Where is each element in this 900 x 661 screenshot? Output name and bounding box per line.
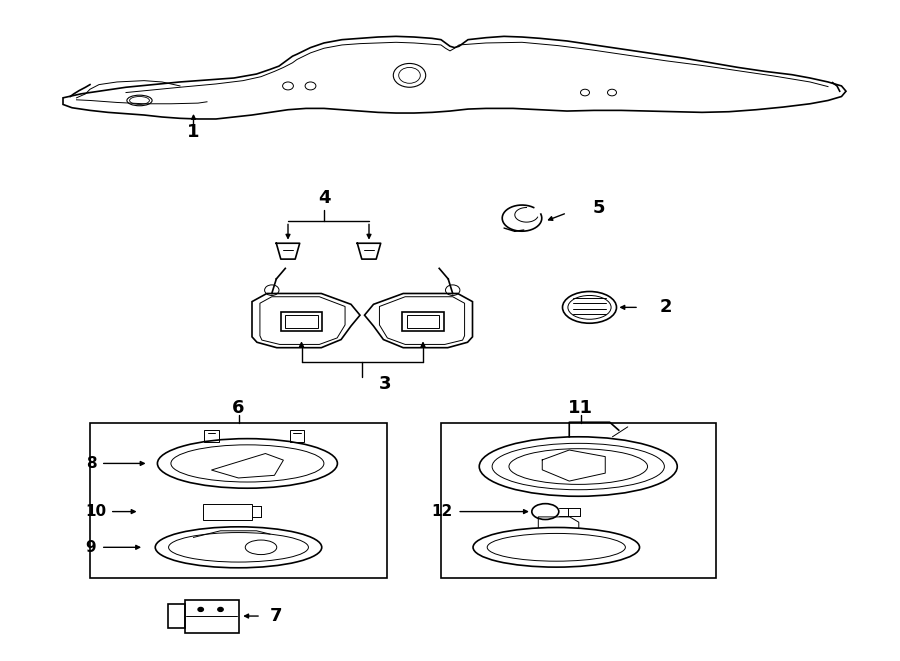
- Text: 11: 11: [568, 399, 593, 418]
- Bar: [202, 504, 252, 520]
- Bar: [402, 312, 444, 331]
- Bar: [204, 430, 219, 442]
- Circle shape: [218, 607, 223, 611]
- Text: 2: 2: [660, 298, 672, 317]
- Text: 9: 9: [86, 540, 96, 555]
- Text: 7: 7: [270, 607, 283, 625]
- Text: 5: 5: [592, 199, 605, 217]
- Bar: [441, 423, 716, 578]
- Text: 1: 1: [187, 123, 200, 141]
- Text: 3: 3: [379, 375, 391, 393]
- Text: 10: 10: [86, 504, 106, 519]
- Bar: [184, 600, 239, 633]
- Bar: [90, 423, 387, 578]
- Text: 6: 6: [232, 399, 245, 418]
- Bar: [290, 430, 304, 442]
- Bar: [281, 312, 322, 331]
- Text: 12: 12: [431, 504, 453, 519]
- Bar: [168, 604, 184, 628]
- Bar: [407, 315, 439, 328]
- Text: 8: 8: [86, 456, 96, 471]
- Circle shape: [198, 607, 203, 611]
- Text: 4: 4: [318, 189, 330, 208]
- Bar: [285, 315, 318, 328]
